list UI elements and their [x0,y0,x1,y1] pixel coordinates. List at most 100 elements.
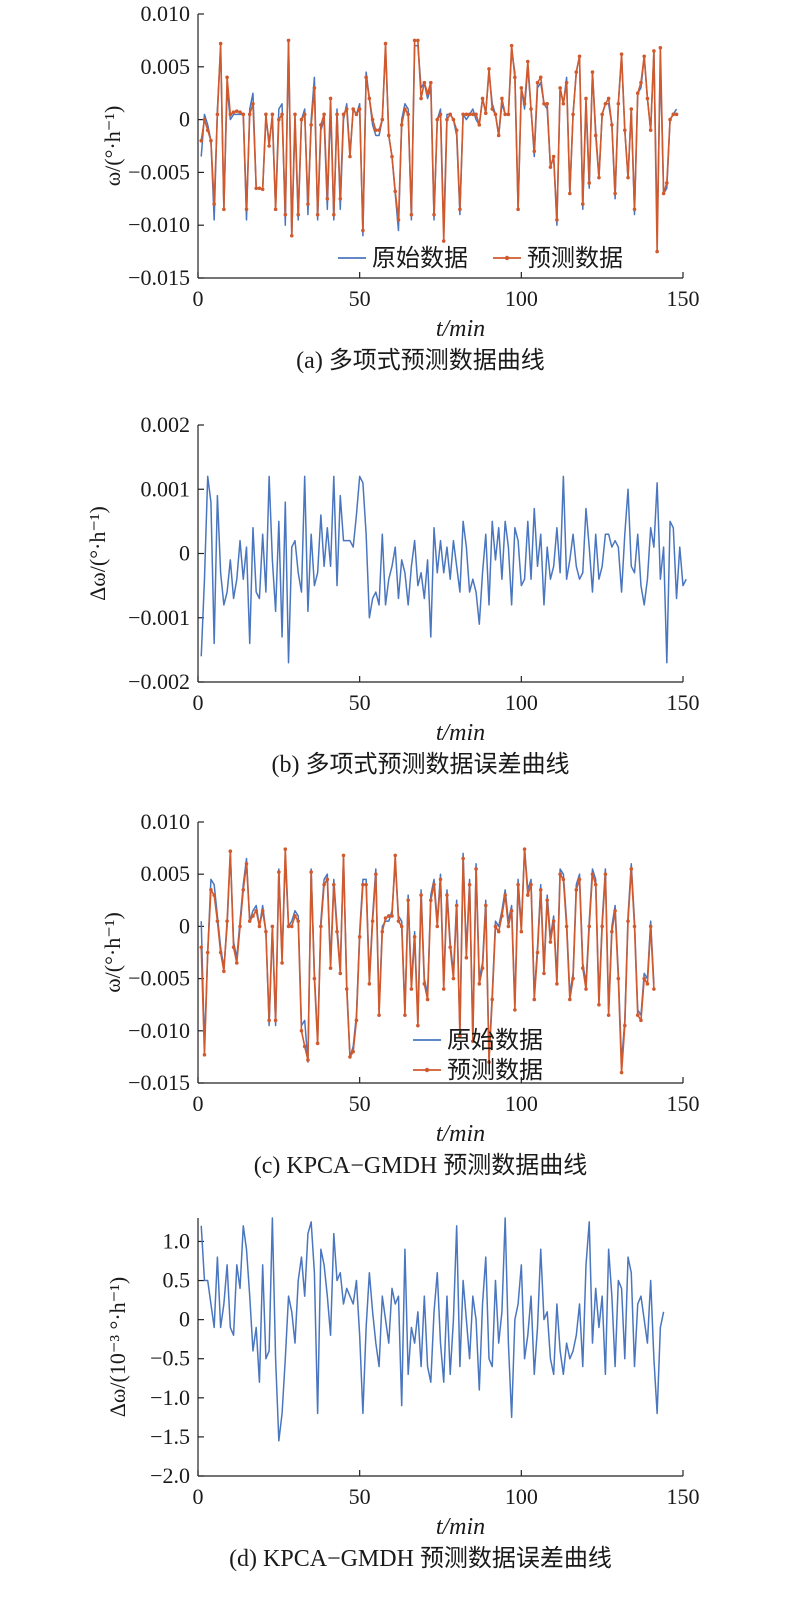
data-point [296,919,301,923]
x-tick-label: 0 [193,690,204,715]
data-point [558,86,562,90]
data-point [396,919,401,923]
data-point [642,54,646,59]
legend-label: 原始数据 [372,245,468,272]
data-point [522,847,527,851]
data-point [571,976,575,981]
data-point [289,233,294,238]
data-point [328,966,333,970]
data-point [506,112,511,117]
data-point [655,249,659,254]
y-tick-label: 0.010 [141,809,191,834]
data-point [590,70,595,74]
data-point [532,149,537,154]
data-point [577,877,582,882]
y-axis-label: ω/(°·h⁻¹) [100,912,125,993]
series-line-0 [200,847,655,1063]
data-point [338,971,343,976]
data-point [429,80,433,85]
y-tick-label: −0.005 [128,159,190,184]
data-point [302,1044,307,1049]
data-point [490,997,495,1002]
data-point [542,101,546,106]
data-point [205,950,210,955]
data-point [464,955,469,960]
data-point [616,976,621,981]
data-point [406,898,410,903]
data-point [532,997,537,1002]
y-tick-label: −0.015 [128,1070,190,1095]
legend-label: 预测数据 [527,245,623,272]
data-point [661,191,666,196]
series-error-line [200,475,687,664]
data-point [671,112,676,117]
data-point [503,112,507,117]
data-point [438,112,443,117]
data-point [335,929,339,934]
y-axis-label: Δω/(10⁻³ °·h⁻¹) [105,1277,130,1417]
data-point [396,218,401,222]
data-point [519,929,524,934]
data-point [354,112,359,117]
data-point [306,202,310,206]
data-point [571,112,575,117]
data-point [551,154,556,159]
data-point [351,1049,356,1054]
data-point [535,950,540,955]
data-point [516,882,520,887]
y-tick-label: −2.0 [150,1463,190,1488]
x-tick-label: 100 [505,286,538,311]
y-tick-label: 0 [179,1307,190,1332]
series-line [200,39,677,253]
data-point [412,935,417,939]
x-axis-label: t/min [436,720,485,746]
data-point [606,96,611,101]
data-point [623,1023,627,1028]
data-point [390,914,394,918]
data-point [328,96,333,101]
data-point [626,175,630,180]
data-point [254,908,258,913]
data-point [519,86,524,90]
data-point [386,133,391,138]
series-line [200,1217,665,1442]
data-point [513,75,517,80]
x-tick-label: 0 [193,1484,204,1509]
y-tick-label: 0.005 [141,861,191,886]
data-point [441,987,446,991]
data-point [564,924,569,929]
data-point [244,861,249,866]
x-tick-label: 50 [349,690,371,715]
data-point [587,924,592,929]
data-point [545,898,549,903]
data-point [225,919,229,923]
data-point [354,1018,359,1023]
data-point [383,916,388,920]
data-point [319,123,323,127]
data-point [561,101,566,106]
data-point [551,919,556,923]
data-point [260,908,265,913]
data-point [377,128,381,132]
legend-marker [504,255,510,261]
data-point [367,982,372,986]
data-point [593,882,598,887]
data-point [348,154,352,159]
data-point [364,882,368,887]
data-point [280,961,284,965]
series-line [200,475,687,664]
data-point [374,128,378,132]
data-point [238,110,242,115]
data-point [422,80,427,85]
data-point [619,1070,624,1075]
data-point [403,107,407,111]
data-point [448,112,453,117]
data-point [558,872,562,876]
data-point [577,54,582,59]
data-point [267,1018,271,1023]
data-point [302,112,307,117]
panel-caption: (a) 多项式预测数据曲线 [296,347,545,374]
data-point [238,924,242,929]
y-tick-label: 0.001 [141,476,191,501]
data-point [619,52,624,56]
